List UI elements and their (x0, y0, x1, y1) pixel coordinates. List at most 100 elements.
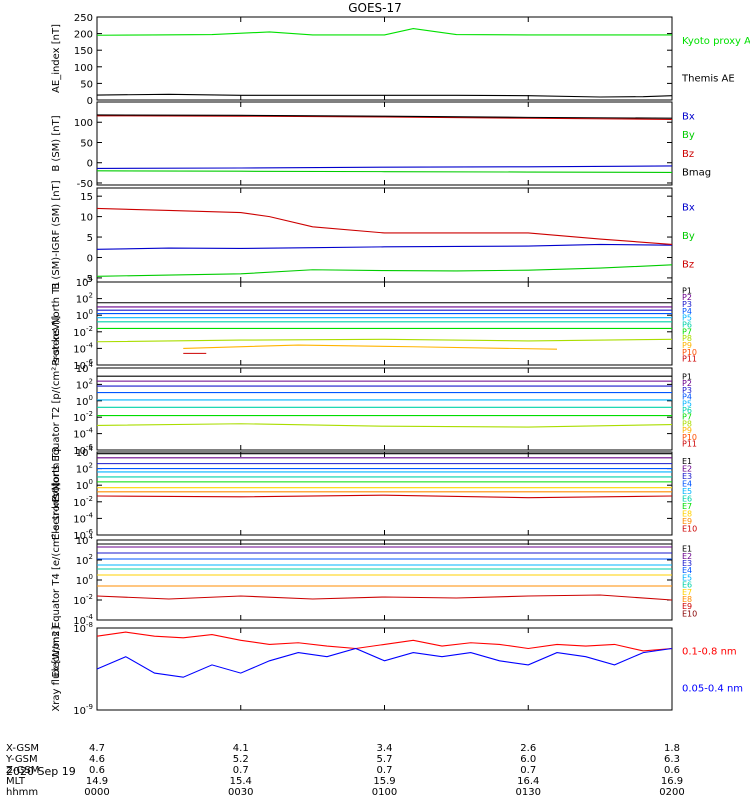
y-tick-exponent: 2 (89, 292, 93, 300)
legend-entry: P7 (682, 413, 692, 422)
legend-entry: P5 (682, 314, 692, 323)
y-axis-label: B (SM) [nT] (51, 115, 62, 171)
legend-entry: E5 (682, 487, 692, 496)
panel-frame (96, 367, 673, 451)
legend-entry: By (682, 130, 695, 141)
legend-entry: P1 (682, 286, 692, 295)
series-line-E9 (96, 594, 673, 601)
legend-entry: E9 (682, 602, 692, 611)
legend-entry: Bmag (682, 168, 711, 179)
legend-entry: E10 (682, 609, 697, 618)
y-tick-label: 104 (76, 361, 94, 375)
y-tick-exponent: 4 (89, 361, 94, 369)
time-row-label: Y-GSM (5, 754, 38, 765)
legend-entry: P8 (682, 334, 692, 343)
y-tick-label: 0 (87, 159, 93, 170)
legend-entry: P9 (682, 341, 692, 350)
legend-entry: Bx (682, 202, 695, 213)
time-cell: 0.7 (520, 765, 536, 776)
legend-entry: E5 (682, 573, 692, 582)
series-line-By (96, 264, 673, 277)
y-tick-label: 102 (76, 377, 93, 391)
time-row-label: MLT (6, 776, 26, 787)
y-axis-label: Electrons Equator T4 [e/(cm²-s-sr-keV)] (51, 482, 62, 677)
series-line-0-05-0-4-nm (96, 647, 673, 678)
y-tick-exponent: -8 (86, 621, 93, 629)
y-axis-label: AE_index [nT] (51, 24, 62, 93)
time-cell: 5.7 (377, 754, 393, 765)
y-tick-label: 100 (76, 573, 93, 587)
legend-entry: E7 (682, 588, 692, 597)
legend-entry: E6 (682, 581, 692, 590)
panel-frame (96, 451, 673, 536)
y-tick-exponent: 0 (89, 573, 93, 581)
y-tick-label: 100 (76, 394, 93, 408)
y-axis-label: Electrons North T3 (51, 447, 62, 540)
y-tick-label: 100 (74, 63, 93, 74)
y-tick-label: 250 (74, 13, 93, 24)
time-cell: 0.6 (89, 765, 105, 776)
y-tick-label: 200 (74, 30, 93, 41)
y-tick-exponent: 2 (89, 462, 93, 470)
time-cell: 3.4 (377, 743, 393, 754)
legend-entry: E9 (682, 517, 692, 526)
y-tick-label: 10-2 (73, 325, 93, 339)
y-tick-exponent: -2 (86, 410, 93, 418)
legend-entry: E3 (682, 559, 692, 568)
y-tick-label: -50 (77, 179, 93, 190)
legend-entry: Bz (682, 149, 694, 160)
y-tick-exponent: 4 (89, 445, 94, 453)
legend-entry: P7 (682, 327, 692, 336)
legend-entry: P10 (682, 433, 697, 442)
legend-entry: P8 (682, 419, 692, 428)
time-cell: 6.0 (520, 754, 536, 765)
series-line-E10 (96, 494, 673, 499)
legend-entry: E1 (682, 457, 692, 466)
time-cell: 15.4 (230, 776, 252, 787)
panel-frame (96, 539, 673, 621)
y-tick-label: 10-9 (73, 703, 93, 717)
series-line-P8 (96, 423, 673, 428)
time-cell: 2.6 (520, 743, 536, 754)
legend-entry: P5 (682, 399, 692, 408)
y-tick-label: 5 (87, 233, 93, 244)
legend-entry: E6 (682, 494, 692, 503)
y-tick-label: 10-8 (73, 621, 93, 635)
time-cell: 0030 (228, 787, 253, 798)
y-axis-label: Protons Equator T2 [p/(cm²-s-sr-keV)] (51, 316, 62, 503)
series-line-Bmag (96, 114, 673, 119)
time-cell: 6.3 (664, 754, 680, 765)
legend-entry: By (682, 231, 695, 242)
y-tick-label: 100 (76, 308, 93, 322)
y-tick-label: 104 (76, 445, 94, 459)
series-line-By (96, 170, 673, 173)
date-label: 2020 Sep 19 (6, 765, 76, 778)
time-cell: 0.7 (233, 765, 249, 776)
time-row-label: hhmm (6, 787, 38, 798)
legend-entry: E1 (682, 545, 692, 554)
legend-entry: E8 (682, 595, 692, 604)
legend-entry: 0.05-0.4 nm (682, 684, 743, 695)
legend-entry: P1 (682, 372, 692, 381)
legend-entry: P2 (682, 379, 692, 388)
time-axis-table: X-GSMY-GSMZ-GSMMLThhmm4.74.60.614.900004… (5, 743, 685, 798)
legend-entry: E2 (682, 552, 692, 561)
y-axis-label: Protons North T1 (51, 281, 62, 365)
panel-frame (96, 187, 673, 283)
y-tick-label: 15 (80, 192, 93, 203)
y-tick-exponent: -4 (86, 613, 94, 621)
legend-entry: P4 (682, 393, 692, 402)
y-tick-exponent: -9 (86, 703, 93, 711)
series-line-Bz (96, 115, 673, 120)
panel-2: -50 0 50 100 B (SM) [nT] Bx By Bz Bmag (51, 101, 711, 190)
y-tick-exponent: 0 (89, 478, 93, 486)
panel-8: 10-8 10-9 Xray flux [W/m2] 0.1-0.8 nm 0.05-0… (51, 621, 743, 717)
y-tick-label: 50 (80, 138, 93, 149)
legend-entry: E2 (682, 464, 692, 473)
panel-frame (96, 16, 673, 101)
legend-entry: P2 (682, 293, 692, 302)
